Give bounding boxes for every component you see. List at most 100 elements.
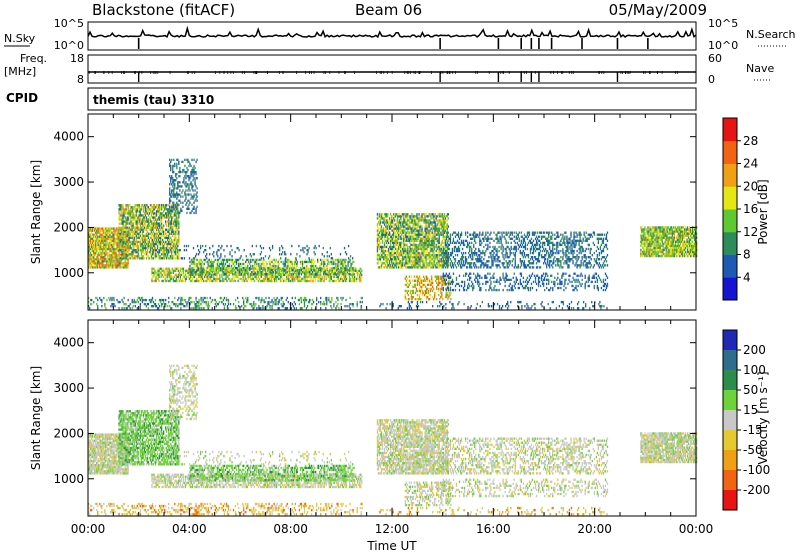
power-cell bbox=[178, 175, 180, 178]
power-cell bbox=[381, 237, 384, 240]
power-cell bbox=[172, 277, 174, 281]
power-cell bbox=[179, 181, 181, 184]
power-cell bbox=[201, 260, 203, 264]
power-cell bbox=[349, 307, 351, 310]
power-cell bbox=[122, 232, 124, 235]
power-cell bbox=[294, 260, 297, 264]
power-cell bbox=[349, 268, 351, 272]
power-cell bbox=[89, 247, 91, 251]
power-cell bbox=[316, 296, 318, 300]
power-cell bbox=[198, 300, 200, 304]
power-cell bbox=[104, 256, 106, 259]
power-cell bbox=[266, 266, 268, 270]
power-cell bbox=[175, 253, 177, 256]
power-cell bbox=[302, 246, 304, 250]
power-cell bbox=[299, 266, 302, 270]
power-cell bbox=[196, 279, 199, 283]
power-cell bbox=[122, 214, 124, 217]
power-cell bbox=[218, 248, 220, 252]
power-cell bbox=[182, 275, 185, 279]
power-cell bbox=[118, 216, 120, 219]
power-cell bbox=[128, 230, 130, 233]
power-cell bbox=[352, 266, 354, 270]
power-cell bbox=[352, 277, 355, 281]
power-cell bbox=[176, 172, 178, 176]
power-cell bbox=[406, 266, 408, 269]
cpid-value: themis (tau) 3310 bbox=[93, 93, 214, 107]
power-cell bbox=[339, 253, 342, 256]
power-cell bbox=[187, 158, 189, 162]
power-cell bbox=[383, 237, 386, 240]
power-cell bbox=[142, 230, 145, 233]
power-cell bbox=[256, 296, 258, 300]
power-cell bbox=[134, 257, 136, 260]
power-cell bbox=[286, 269, 288, 272]
power-cell bbox=[170, 224, 172, 227]
power-cell bbox=[162, 230, 165, 233]
power-cell bbox=[212, 264, 214, 268]
power-cell bbox=[196, 273, 198, 276]
power-cell bbox=[409, 245, 411, 249]
power-cell bbox=[146, 208, 149, 211]
power-cell bbox=[303, 298, 306, 302]
power-cell bbox=[142, 210, 145, 213]
power-cell bbox=[131, 226, 133, 229]
power-cell bbox=[177, 238, 179, 242]
power-cell bbox=[380, 231, 383, 234]
power-cell bbox=[400, 249, 402, 253]
power-cell bbox=[302, 262, 305, 266]
power-cell bbox=[149, 224, 152, 227]
power-cell bbox=[149, 228, 152, 231]
power-cell bbox=[91, 239, 93, 243]
power-cell bbox=[170, 248, 172, 252]
power-cell bbox=[97, 243, 99, 247]
power-cell bbox=[323, 275, 325, 279]
power-cell bbox=[223, 264, 226, 268]
power-cell bbox=[103, 229, 105, 232]
power-cell bbox=[394, 266, 396, 269]
power-cell bbox=[139, 246, 141, 250]
power-cell bbox=[133, 216, 135, 219]
power-cell bbox=[165, 228, 167, 231]
power-cell bbox=[383, 258, 386, 261]
power-cell bbox=[110, 305, 112, 308]
power-cell bbox=[390, 235, 393, 238]
power-cell bbox=[345, 253, 348, 256]
power-cell bbox=[198, 298, 200, 302]
power-cell bbox=[166, 273, 168, 277]
power-cell bbox=[337, 269, 340, 272]
power-cell bbox=[383, 221, 386, 224]
power-cell bbox=[271, 268, 273, 272]
power-cell bbox=[268, 255, 271, 258]
power-cell bbox=[169, 232, 171, 235]
power-cell bbox=[281, 296, 283, 300]
power-cell bbox=[175, 246, 177, 250]
power-cell bbox=[396, 241, 398, 245]
power-cell bbox=[387, 251, 390, 255]
power-cell bbox=[124, 266, 126, 269]
power-cell bbox=[267, 277, 270, 281]
power-cell bbox=[175, 244, 177, 248]
power-cell bbox=[159, 255, 162, 258]
power-cell bbox=[185, 177, 187, 180]
power-cell bbox=[173, 158, 175, 162]
power-cell bbox=[156, 244, 159, 248]
power-cell bbox=[406, 231, 408, 234]
power-cell bbox=[170, 216, 172, 219]
power-cell bbox=[102, 260, 104, 263]
power-cell bbox=[160, 298, 163, 302]
power-cell bbox=[131, 234, 133, 238]
power-cell bbox=[263, 262, 265, 266]
power-cell bbox=[226, 305, 229, 308]
power-cell bbox=[251, 244, 253, 248]
power-cell bbox=[99, 260, 101, 263]
power-cell bbox=[264, 267, 267, 270]
power-cell bbox=[167, 253, 169, 256]
power-cell bbox=[171, 222, 173, 225]
power-cell bbox=[230, 244, 232, 248]
power-cell bbox=[314, 244, 316, 248]
power-cell bbox=[93, 237, 95, 240]
power-cell bbox=[115, 237, 117, 240]
power-cell bbox=[405, 249, 407, 253]
power-cell bbox=[271, 307, 273, 310]
